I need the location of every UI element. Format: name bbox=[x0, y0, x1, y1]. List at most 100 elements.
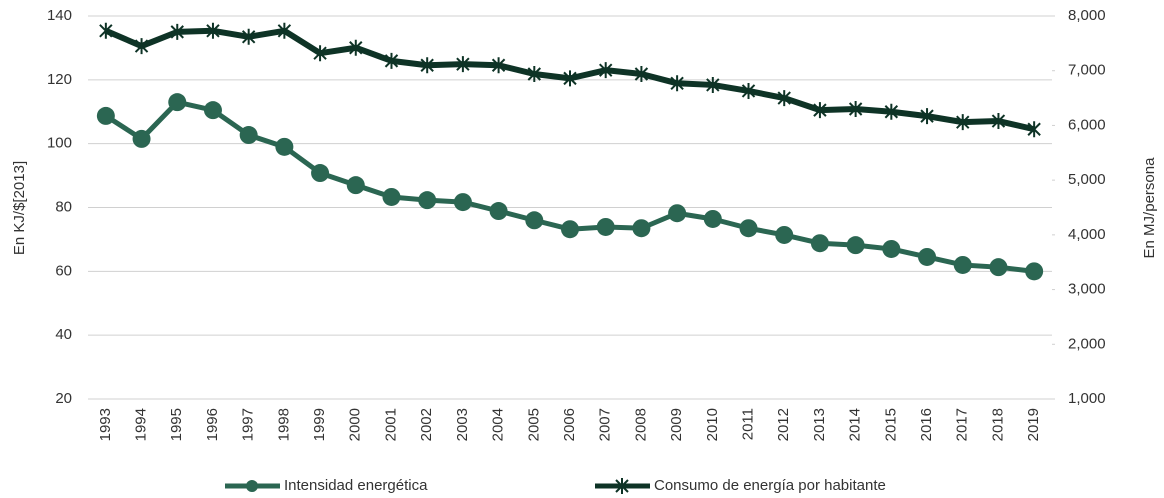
marker bbox=[777, 90, 791, 107]
marker bbox=[525, 211, 544, 230]
x-tick-label: 2011 bbox=[739, 408, 756, 440]
marker bbox=[491, 57, 506, 74]
marker bbox=[168, 93, 187, 112]
x-tick-label: 2007 bbox=[597, 408, 614, 441]
marker bbox=[703, 209, 722, 228]
x-tick-label: 2019 bbox=[1025, 408, 1042, 441]
x-tick-label: 2003 bbox=[454, 408, 471, 441]
marker bbox=[561, 220, 579, 239]
legend-marker bbox=[615, 478, 629, 494]
y2-tick-label: 8,000 bbox=[1068, 7, 1106, 24]
y-tick-label: 80 bbox=[55, 198, 72, 215]
marker bbox=[918, 247, 937, 266]
marker bbox=[420, 57, 434, 74]
marker bbox=[453, 193, 472, 212]
marker bbox=[668, 204, 687, 223]
marker bbox=[741, 82, 756, 99]
x-tick-label: 2017 bbox=[954, 408, 971, 441]
y-tick-label: 140 bbox=[47, 7, 72, 24]
y2-tick-label: 1,000 bbox=[1068, 390, 1106, 407]
marker bbox=[884, 103, 899, 120]
x-tick-label: 2006 bbox=[561, 408, 578, 441]
x-tick-label: 1996 bbox=[204, 408, 221, 441]
marker bbox=[275, 137, 294, 156]
x-tick-label: 1998 bbox=[275, 408, 292, 441]
marker bbox=[346, 176, 365, 195]
x-tick-label: 2000 bbox=[347, 408, 364, 441]
y-tick-label: 100 bbox=[47, 135, 72, 152]
marker bbox=[134, 38, 149, 55]
marker bbox=[203, 101, 222, 120]
marker bbox=[241, 28, 256, 45]
marker bbox=[132, 129, 151, 148]
y-tick-label: 120 bbox=[47, 71, 72, 88]
x-tick-label: 1995 bbox=[168, 408, 185, 441]
marker bbox=[563, 70, 577, 87]
y2-tick-label: 5,000 bbox=[1068, 171, 1106, 188]
y-tick-label: 40 bbox=[55, 326, 72, 343]
marker bbox=[632, 219, 651, 238]
marker bbox=[313, 45, 327, 62]
marker bbox=[775, 225, 794, 244]
x-tick-label: 2009 bbox=[668, 408, 685, 441]
y2-tick-label: 3,000 bbox=[1068, 281, 1106, 298]
x-tick-label: 1993 bbox=[97, 408, 114, 441]
marker bbox=[810, 234, 829, 253]
marker bbox=[920, 108, 934, 125]
marker bbox=[634, 65, 649, 82]
marker bbox=[456, 56, 470, 73]
x-tick-label: 2013 bbox=[811, 408, 828, 441]
x-tick-label: 1999 bbox=[311, 408, 328, 441]
y2-axis-label: En MJ/persona bbox=[1141, 157, 1158, 259]
marker bbox=[989, 258, 1008, 277]
marker bbox=[846, 236, 865, 255]
marker bbox=[489, 202, 508, 221]
y2-tick-label: 4,000 bbox=[1068, 226, 1106, 243]
marker bbox=[170, 23, 184, 40]
x-tick-label: 2016 bbox=[918, 408, 935, 441]
marker bbox=[953, 255, 972, 274]
marker bbox=[349, 39, 363, 56]
y2-tick-label: 7,000 bbox=[1068, 62, 1106, 79]
marker bbox=[956, 114, 970, 131]
marker bbox=[277, 22, 292, 39]
x-tick-label: 2002 bbox=[418, 408, 435, 441]
x-tick-label: 1997 bbox=[240, 408, 257, 441]
marker bbox=[991, 113, 1006, 130]
marker bbox=[382, 187, 401, 206]
marker bbox=[96, 106, 115, 125]
x-tick-label: 2001 bbox=[382, 408, 399, 441]
x-tick-label: 1994 bbox=[133, 408, 150, 441]
legend-label: Intensidad energética bbox=[284, 477, 428, 494]
marker bbox=[596, 217, 615, 236]
marker bbox=[739, 219, 758, 238]
marker bbox=[384, 52, 399, 69]
marker bbox=[813, 102, 827, 119]
x-tick-label: 2005 bbox=[525, 408, 542, 441]
marker bbox=[882, 239, 901, 258]
x-tick-label: 2012 bbox=[775, 408, 792, 441]
marker bbox=[527, 65, 542, 82]
y2-tick-label: 6,000 bbox=[1068, 116, 1106, 133]
marker bbox=[848, 101, 863, 118]
x-tick-label: 2015 bbox=[882, 408, 899, 441]
y2-tick-label: 2,000 bbox=[1068, 335, 1106, 352]
legend-marker bbox=[246, 480, 258, 492]
marker bbox=[239, 126, 258, 145]
x-tick-label: 2004 bbox=[490, 408, 507, 441]
y-tick-label: 20 bbox=[55, 390, 72, 407]
x-tick-label: 2008 bbox=[632, 408, 649, 441]
marker bbox=[99, 22, 113, 39]
marker bbox=[1025, 262, 1044, 281]
marker bbox=[418, 191, 437, 210]
y-axis-label: En KJ/$[2013] bbox=[11, 161, 28, 255]
x-tick-label: 2014 bbox=[847, 408, 864, 441]
marker bbox=[670, 75, 684, 92]
marker bbox=[706, 76, 720, 93]
x-tick-label: 2010 bbox=[704, 408, 721, 441]
marker bbox=[311, 164, 330, 183]
legend-label: Consumo de energía por habitante bbox=[654, 477, 886, 494]
marker bbox=[598, 62, 613, 79]
